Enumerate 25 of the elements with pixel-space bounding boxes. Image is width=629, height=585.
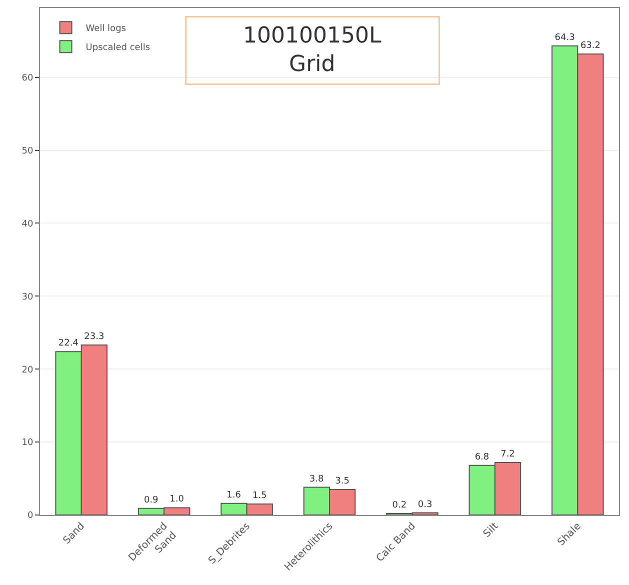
data-label: 1.0 [170, 494, 184, 505]
data-label: 6.8 [474, 452, 490, 462]
data-label: 0.2 [392, 500, 407, 511]
y-tick-label: 40 [22, 219, 34, 230]
data-label: 7.2 [500, 449, 515, 460]
y-tick-label: 0 [27, 511, 34, 522]
data-label: 1.5 [252, 491, 267, 502]
data-label: 0.3 [418, 500, 432, 510]
data-label: 1.6 [226, 490, 242, 500]
legend-label: Upscaled cells [86, 43, 150, 54]
y-tick-label: 20 [22, 365, 34, 376]
x-tick-label: Silt [482, 520, 501, 540]
data-label: 23.3 [84, 332, 104, 342]
legend-label: Well logs [86, 24, 126, 34]
data-label: 3.8 [309, 474, 324, 484]
y-tick-label: 60 [22, 73, 34, 84]
text: 100100150L Grid [243, 24, 382, 78]
y-tick-label: 10 [22, 438, 34, 448]
y-tick-label: 30 [22, 292, 34, 302]
data-label: 22.4 [58, 338, 79, 349]
data-label: 3.5 [335, 476, 350, 486]
data-label: 63.2 [580, 40, 600, 51]
y-tick-label: 50 [22, 146, 34, 156]
data-label: 64.3 [554, 32, 575, 43]
data-label: 0.9 [144, 495, 159, 506]
